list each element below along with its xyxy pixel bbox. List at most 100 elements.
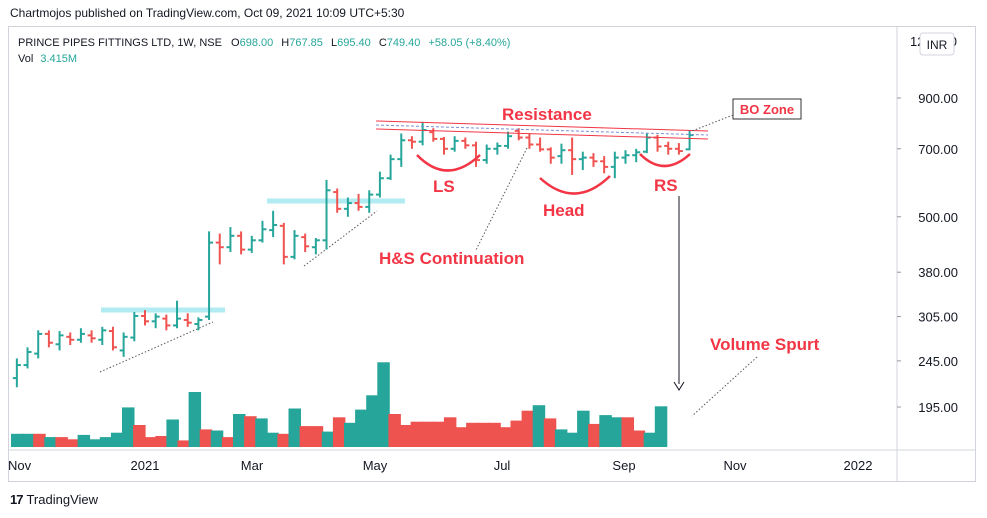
ohlc-bar[interactable] <box>183 313 192 327</box>
volume-bar <box>110 432 124 447</box>
volume-bar <box>610 417 623 447</box>
rs-arc <box>639 153 691 168</box>
ohlc-bar[interactable] <box>439 137 448 155</box>
ohlc-bar[interactable] <box>621 150 630 164</box>
ohlc-bar[interactable] <box>279 222 288 265</box>
ohlc-bar[interactable] <box>173 300 182 329</box>
volume-spurt-label: Volume Spurt <box>710 335 820 354</box>
ohlc-bar[interactable] <box>514 128 523 141</box>
volume-bar <box>221 437 235 447</box>
ohlc-bar[interactable] <box>365 190 374 213</box>
ohlc-bar[interactable] <box>546 147 555 164</box>
ohlc-bar[interactable] <box>664 141 673 155</box>
volume-bar <box>11 433 24 447</box>
bo-zone-label: BO Zone <box>740 102 794 117</box>
ohlc-bar[interactable] <box>140 310 149 326</box>
chart-frame[interactable] <box>8 26 976 482</box>
volume-bar <box>466 422 479 447</box>
ohlc-bar[interactable] <box>568 137 577 175</box>
ohlc-bar[interactable] <box>151 313 160 329</box>
ohlc-bar[interactable] <box>194 317 203 331</box>
ohlc-bar[interactable] <box>66 332 75 346</box>
volume-bar <box>166 419 179 447</box>
ohlc-bar[interactable] <box>311 238 320 255</box>
ohlc-bar[interactable] <box>343 197 352 217</box>
ohlc-bar[interactable] <box>258 220 267 243</box>
volume-bar <box>321 431 335 447</box>
x-tick-label: 2022 <box>844 458 873 473</box>
ohlc-bar[interactable] <box>162 314 171 331</box>
ohlc-bar[interactable] <box>290 230 299 260</box>
ohlc-bar[interactable] <box>215 233 224 265</box>
ohlc-bar[interactable] <box>87 330 96 343</box>
volume-bar <box>277 433 290 447</box>
legend-line: PRINCE PIPES FITTINGS LTD, 1W, NSE O698.… <box>18 37 510 49</box>
ohlc-bar[interactable] <box>674 143 683 155</box>
ohlc-bar[interactable] <box>504 131 513 149</box>
ohlc-bar[interactable] <box>269 210 278 238</box>
ohlc-bar[interactable] <box>386 154 395 180</box>
ohlc-bar[interactable] <box>407 136 416 149</box>
resistance-line-bottom <box>375 128 709 140</box>
ohlc-bar[interactable] <box>247 235 256 253</box>
ohlc-bar[interactable] <box>536 137 545 152</box>
ohlc-bar[interactable] <box>23 347 32 369</box>
ohlc-bar[interactable] <box>557 143 566 164</box>
low-value: 695.40 <box>337 37 371 49</box>
ohlc-bar[interactable] <box>600 156 609 174</box>
ohlc-bar[interactable] <box>226 227 235 252</box>
ls-label: LS <box>433 177 455 196</box>
currency-badge-box[interactable] <box>919 32 955 56</box>
ohlc-bar[interactable] <box>130 312 139 342</box>
ohlc-bar[interactable] <box>55 331 64 351</box>
volume-bar <box>399 425 412 447</box>
low-label: L <box>331 37 337 49</box>
ohlc-bar[interactable] <box>578 151 587 171</box>
ohlc-bar[interactable] <box>237 231 246 255</box>
x-tick-label: Jul <box>494 458 511 473</box>
ohlc-bar[interactable] <box>589 153 598 167</box>
x-tick-label: Nov <box>723 458 747 473</box>
volume-bar <box>577 410 590 447</box>
ohlc-bar[interactable] <box>472 141 481 167</box>
volume-bar <box>421 421 435 447</box>
ohlc-bar[interactable] <box>98 326 107 346</box>
brand-text: TradingView <box>26 492 99 507</box>
volume-bar <box>643 432 657 447</box>
volume-bar <box>443 417 457 447</box>
close-label: C <box>379 37 387 49</box>
ohlc-bar[interactable] <box>205 231 214 320</box>
ohlc-bar[interactable] <box>354 193 363 211</box>
ohlc-bar[interactable] <box>397 133 406 167</box>
ohlc-bar[interactable] <box>493 142 502 155</box>
volume-bar <box>654 406 668 447</box>
ohlc-bar[interactable] <box>482 144 491 164</box>
ohlc-bar[interactable] <box>610 151 619 179</box>
ohlc-bar[interactable] <box>461 137 470 149</box>
ohlc-bar[interactable] <box>375 171 384 198</box>
volume-bar <box>99 437 113 447</box>
ohlc-bar[interactable] <box>119 332 128 357</box>
ohlc-bar[interactable] <box>44 330 53 348</box>
ohlc-bar[interactable] <box>12 358 21 388</box>
ohlc-bar[interactable] <box>632 148 641 163</box>
ohlc-bar[interactable] <box>450 136 459 152</box>
volume-bar <box>66 439 79 447</box>
volume-bar <box>521 410 535 447</box>
vol-value: 3.415M <box>40 53 77 65</box>
currency-badge[interactable]: INR <box>927 38 948 52</box>
ohlc-bar[interactable] <box>34 330 43 359</box>
ohlc-bar[interactable] <box>301 233 310 252</box>
ohlc-bar[interactable] <box>685 130 694 151</box>
tradingview-brand[interactable]: 17 TradingView <box>10 492 98 507</box>
ohlc-bar[interactable] <box>525 133 534 149</box>
hs-continuation-label: H&S Continuation <box>379 249 524 268</box>
ohlc-bar[interactable] <box>642 133 651 154</box>
ohlc-bar[interactable] <box>418 121 427 146</box>
ohlc-bar[interactable] <box>76 328 85 343</box>
ohlc-bar[interactable] <box>322 179 331 250</box>
ohlc-bar[interactable] <box>108 326 117 351</box>
bo-zone-connector <box>691 114 734 132</box>
ohlc-bar[interactable] <box>333 188 342 213</box>
